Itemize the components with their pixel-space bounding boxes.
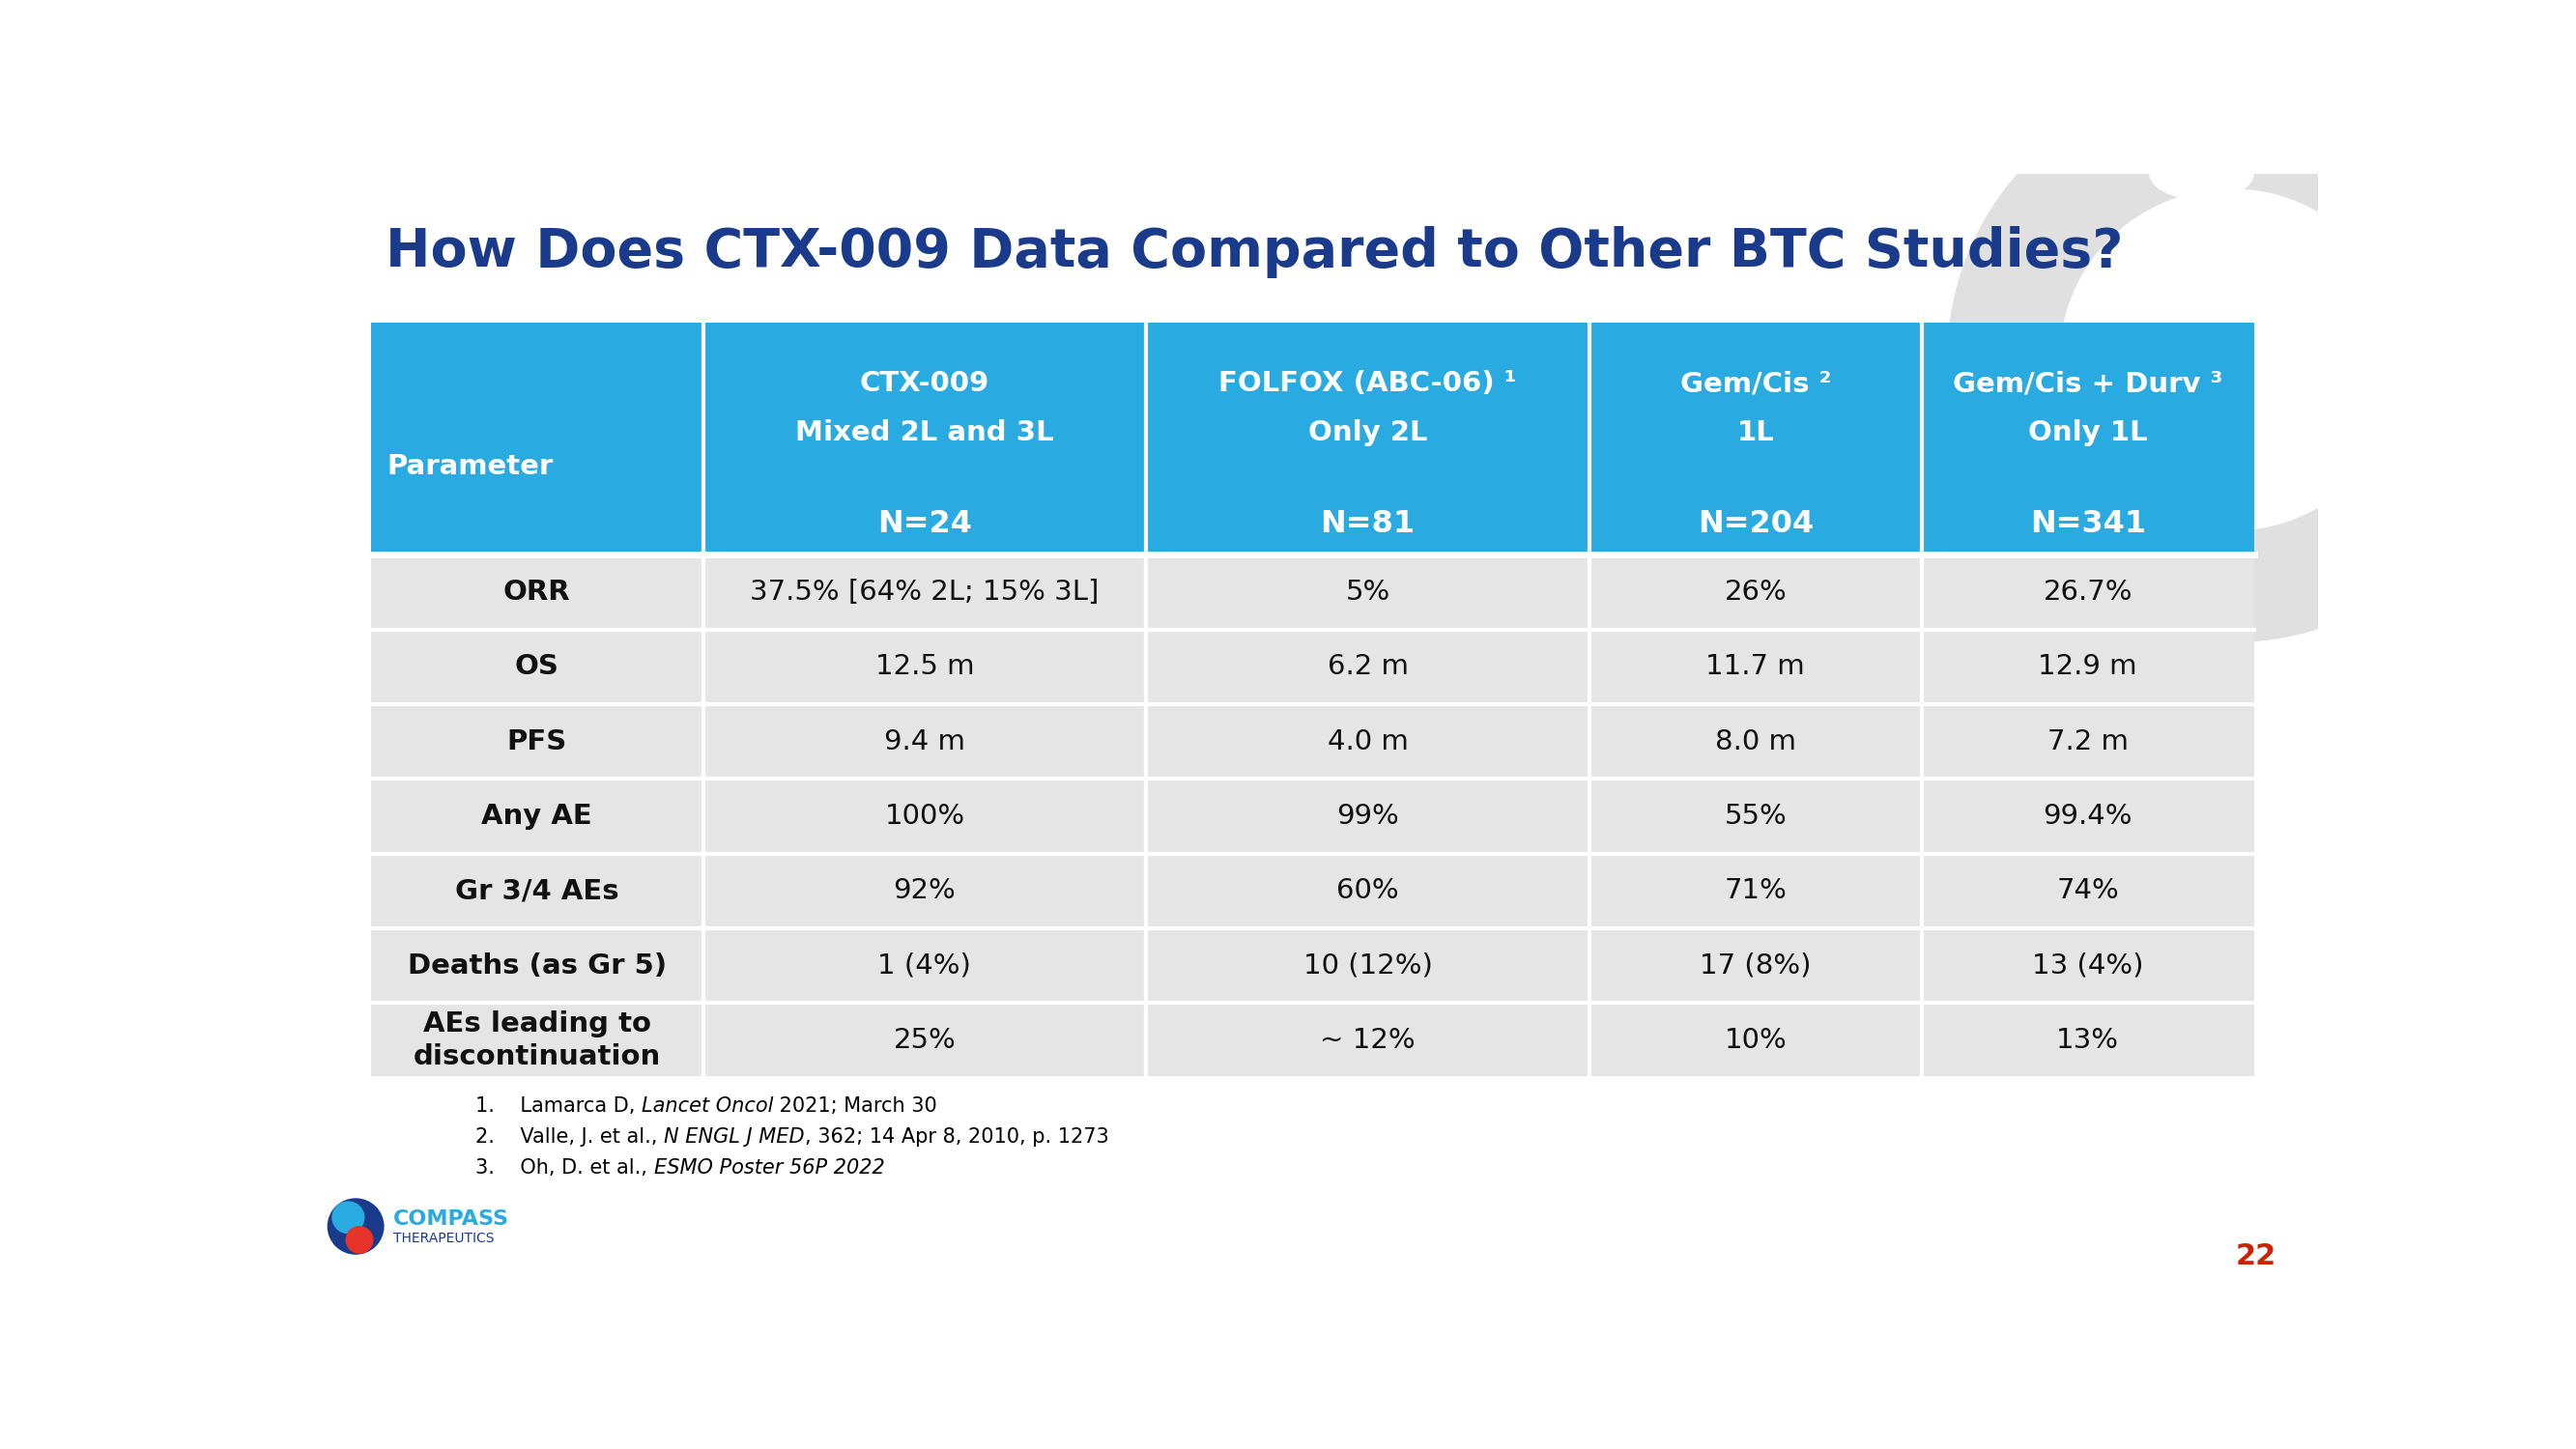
Text: 60%: 60%: [1337, 877, 1399, 904]
Text: ~ 12%: ~ 12%: [1319, 1027, 1414, 1053]
Text: 1 (4%): 1 (4%): [878, 952, 971, 980]
Text: Gem/Cis ²: Gem/Cis ²: [1680, 369, 1832, 397]
Text: 13 (4%): 13 (4%): [2032, 952, 2143, 980]
Bar: [371, 704, 2254, 778]
Bar: [371, 778, 2254, 853]
Bar: [371, 853, 2254, 929]
Text: Deaths (as Gr 5): Deaths (as Gr 5): [407, 952, 667, 980]
Text: Gem/Cis + Durv ³: Gem/Cis + Durv ³: [1953, 369, 2223, 397]
Text: 17 (8%): 17 (8%): [1700, 952, 1811, 980]
Text: N ENGL J MED: N ENGL J MED: [665, 1127, 804, 1146]
Text: 12.5 m: 12.5 m: [876, 653, 974, 680]
Text: 100%: 100%: [884, 803, 966, 830]
Text: 99%: 99%: [1337, 803, 1399, 830]
Bar: [371, 629, 2254, 704]
Text: THERAPEUTICS: THERAPEUTICS: [394, 1232, 495, 1245]
Text: 37.5% [64% 2L; 15% 3L]: 37.5% [64% 2L; 15% 3L]: [750, 578, 1100, 606]
Circle shape: [327, 1198, 384, 1255]
Text: 71%: 71%: [1723, 877, 1788, 904]
Text: 26%: 26%: [1723, 578, 1788, 606]
Text: Only 2L: Only 2L: [1309, 419, 1427, 446]
Text: Parameter: Parameter: [386, 454, 554, 480]
Text: 13%: 13%: [2056, 1027, 2120, 1053]
Text: FOLFOX (ABC-06) ¹: FOLFOX (ABC-06) ¹: [1218, 369, 1517, 397]
Text: Mixed 2L and 3L: Mixed 2L and 3L: [796, 419, 1054, 446]
Text: 6.2 m: 6.2 m: [1327, 653, 1409, 680]
Ellipse shape: [2148, 520, 2254, 572]
Text: 3.    Oh, D. et al.,: 3. Oh, D. et al.,: [477, 1159, 654, 1178]
Text: 26.7%: 26.7%: [2043, 578, 2133, 606]
Ellipse shape: [2148, 148, 2254, 200]
Circle shape: [332, 1201, 366, 1235]
Text: AEs leading to
discontinuation: AEs leading to discontinuation: [412, 1010, 659, 1069]
Text: 12.9 m: 12.9 m: [2038, 653, 2138, 680]
Text: N=204: N=204: [1698, 509, 1814, 539]
Text: 2021; March 30: 2021; March 30: [773, 1097, 938, 1116]
Bar: [371, 929, 2254, 1003]
Bar: [371, 555, 2254, 629]
Text: N=24: N=24: [878, 509, 971, 539]
Text: 99.4%: 99.4%: [2043, 803, 2133, 830]
Text: 2.    Valle, J. et al.,: 2. Valle, J. et al.,: [477, 1127, 665, 1146]
Text: ORR: ORR: [502, 578, 569, 606]
Text: COMPASS: COMPASS: [394, 1210, 510, 1229]
Text: 11.7 m: 11.7 m: [1705, 653, 1806, 680]
Text: Lancet Oncol: Lancet Oncol: [641, 1097, 773, 1116]
Text: 55%: 55%: [1723, 803, 1788, 830]
Text: 8.0 m: 8.0 m: [1716, 727, 1795, 755]
Text: 10%: 10%: [1723, 1027, 1788, 1053]
Text: 5%: 5%: [1345, 578, 1391, 606]
Text: Gr 3/4 AEs: Gr 3/4 AEs: [456, 877, 618, 904]
Circle shape: [345, 1226, 374, 1253]
Bar: [371, 1003, 2254, 1078]
Text: 4.0 m: 4.0 m: [1327, 727, 1409, 755]
Wedge shape: [1947, 77, 2450, 642]
Text: 25%: 25%: [894, 1027, 956, 1053]
Text: 10 (12%): 10 (12%): [1303, 952, 1432, 980]
Text: 22: 22: [2236, 1242, 2277, 1271]
Text: 74%: 74%: [2056, 877, 2120, 904]
Text: PFS: PFS: [507, 727, 567, 755]
Text: , 362; 14 Apr 8, 2010, p. 1273: , 362; 14 Apr 8, 2010, p. 1273: [804, 1127, 1108, 1146]
Text: 92%: 92%: [894, 877, 956, 904]
Text: CTX-009: CTX-009: [860, 369, 989, 397]
Text: 9.4 m: 9.4 m: [884, 727, 966, 755]
Bar: [371, 323, 2254, 555]
Text: OS: OS: [515, 653, 559, 680]
Text: Any AE: Any AE: [482, 803, 592, 830]
Text: 7.2 m: 7.2 m: [2048, 727, 2128, 755]
FancyArrow shape: [2380, 319, 2478, 401]
Text: 1.    Lamarca D,: 1. Lamarca D,: [477, 1097, 641, 1116]
Text: N=81: N=81: [1321, 509, 1414, 539]
Text: Only 1L: Only 1L: [2027, 419, 2148, 446]
Text: ESMO Poster 56P 2022: ESMO Poster 56P 2022: [654, 1159, 884, 1178]
Text: 1L: 1L: [1736, 419, 1775, 446]
Text: N=341: N=341: [2030, 509, 2146, 539]
Text: How Does CTX-009 Data Compared to Other BTC Studies?: How Does CTX-009 Data Compared to Other …: [386, 226, 2123, 278]
